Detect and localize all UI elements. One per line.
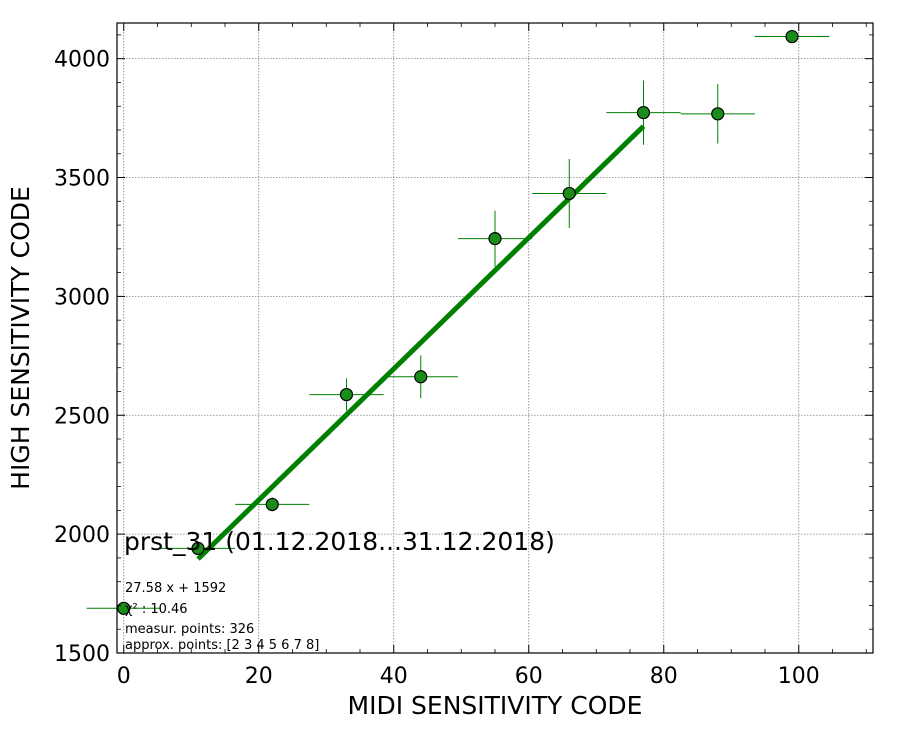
data-point (383, 355, 458, 399)
data-point (235, 497, 310, 512)
chart-title: prst_31 (01.12.2018...31.12.2018) (124, 527, 555, 556)
fit-line-layer (196, 124, 646, 561)
y-axis-label: HIGH SENSITIVITY CODE (6, 186, 35, 490)
x-tick-label: 40 (380, 664, 408, 689)
fit-line (196, 124, 646, 561)
point-marker (488, 232, 502, 246)
x-tick-label: 100 (778, 664, 820, 689)
data-point (532, 158, 607, 228)
measur-points: measur. points: 326 (125, 622, 254, 637)
fit-equation: 27.58 x + 1592 (125, 581, 226, 596)
data-point (160, 541, 236, 555)
plot-frame (116, 22, 874, 654)
point-marker (414, 370, 428, 384)
approx-points: approx. points: [2 3 4 5 6 7 8] (125, 638, 319, 653)
chi-square: χ² : 10.46 (125, 602, 188, 617)
x-tick-label: 80 (650, 664, 678, 689)
data-point (457, 210, 533, 267)
point-marker (265, 497, 279, 512)
x-tick-label: 60 (515, 664, 543, 689)
point-marker (636, 106, 651, 120)
point-marker (711, 107, 725, 121)
point-marker (191, 541, 205, 555)
data-point (606, 80, 681, 145)
point-marker (339, 387, 354, 402)
y-tick-label: 3500 (54, 167, 110, 192)
y-tick-label: 1500 (54, 642, 110, 667)
point-marker (562, 186, 576, 201)
y-tick-label: 2500 (54, 404, 110, 429)
x-tick-label: 20 (245, 664, 273, 689)
data-point (309, 378, 384, 411)
point-marker (785, 29, 799, 44)
x-tick-label: 0 (117, 664, 131, 689)
x-axis-label: MIDI SENSITIVITY CODE (348, 691, 643, 720)
grid-lines (117, 23, 873, 654)
tick-labels: 0 20 40 60 80 100 1500 2000 2500 3000 3500 4000 (54, 48, 820, 689)
data-point (754, 29, 830, 44)
y-tick-label: 4000 (54, 48, 110, 73)
data-point (680, 84, 755, 144)
y-tick-label: 2000 (54, 523, 110, 548)
axis-ticks (117, 23, 873, 654)
y-tick-label: 3000 (54, 285, 110, 310)
